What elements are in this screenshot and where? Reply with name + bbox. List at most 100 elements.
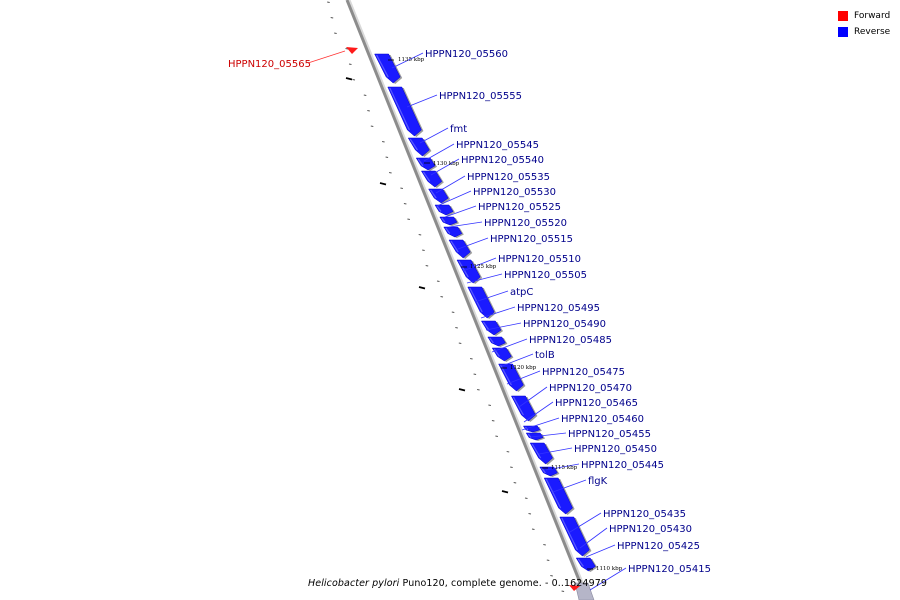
- major-tick: [345, 77, 353, 81]
- gene-connector: [480, 306, 516, 319]
- minor-tick: [407, 218, 410, 220]
- minor-tick: [550, 575, 553, 577]
- minor-tick: [561, 590, 565, 592]
- minor-tick: [451, 311, 455, 313]
- gene-block: [387, 86, 422, 137]
- scale-label: 1135 kbp: [398, 57, 425, 63]
- gene-label: HPPN120_05530: [473, 187, 556, 198]
- genome-caption: Helicobacter pylori Puno120, complete ge…: [308, 578, 607, 589]
- gene-block-highlight: [450, 240, 459, 253]
- gene-block: [539, 466, 558, 477]
- gene-label: HPPN120_05455: [568, 429, 651, 440]
- backbone-shadow: [347, 0, 591, 600]
- minor-tick: [543, 544, 546, 546]
- gene-connector: [518, 386, 548, 408]
- gene-block-highlight: [422, 171, 431, 182]
- gene-connector: [444, 205, 477, 218]
- gene-label: HPPN120_05495: [517, 303, 600, 314]
- minor-tick: [425, 265, 429, 267]
- gene-block-highlight: [436, 205, 442, 212]
- gene-label: HPPN120_05460: [561, 414, 644, 425]
- gene-block-highlight: [561, 517, 578, 551]
- gene-label: HPPN120_05415: [628, 564, 711, 575]
- gene-block: [439, 216, 458, 226]
- gene-block-highlight: [545, 478, 562, 509]
- gene-connector: [423, 143, 455, 162]
- minor-tick: [385, 156, 389, 158]
- minor-tick: [436, 280, 440, 282]
- minor-tick: [403, 203, 407, 205]
- gene-label: tolB: [535, 350, 555, 361]
- gene-block-highlight: [430, 189, 437, 199]
- legend: Forward Reverse: [838, 8, 890, 40]
- gene-connector: [406, 94, 438, 108]
- gene-block-highlight: [441, 217, 446, 223]
- gene-label: HPPN120_05525: [478, 202, 561, 213]
- minor-tick: [455, 327, 458, 329]
- gene-block: [510, 395, 536, 422]
- gene-label: HPPN120_05435: [603, 509, 686, 520]
- gene-connector: [466, 273, 503, 284]
- minor-tick: [528, 513, 532, 515]
- minor-tick: [473, 373, 477, 375]
- gene-block-highlight: [409, 138, 418, 151]
- minor-tick: [334, 32, 337, 34]
- minor-tick: [524, 497, 528, 499]
- minor-tick: [477, 389, 480, 391]
- gene-block-highlight: [489, 337, 494, 344]
- gene-block-highlight: [512, 396, 524, 416]
- gene-label: HPPN120_05450: [574, 444, 657, 455]
- gene-label: fmt: [450, 124, 467, 135]
- gene-connector: [430, 158, 460, 176]
- gene-label: HPPN120_05510: [498, 254, 581, 265]
- gene-block-highlight: [527, 433, 532, 438]
- gene-label: HPPN120_05475: [542, 367, 625, 378]
- gene-block: [434, 204, 454, 216]
- minor-tick: [345, 48, 349, 50]
- minor-tick: [363, 94, 367, 96]
- minor-tick: [531, 528, 535, 530]
- gene-label: HPPN120_05535: [467, 172, 550, 183]
- gene-block-highlight: [482, 321, 490, 331]
- gene-connector: [506, 370, 541, 385]
- gene-block-highlight: [493, 348, 500, 357]
- gene-connector: [474, 290, 509, 303]
- gene-block: [448, 239, 471, 259]
- gene-block-highlight: [577, 558, 584, 567]
- minor-tick: [370, 125, 374, 127]
- gene-connector: [545, 463, 580, 471]
- gene-connector: [462, 257, 497, 272]
- forward-swatch: [838, 10, 848, 21]
- minor-tick: [470, 358, 473, 360]
- forward-gene-marker: [346, 47, 358, 54]
- reverse-swatch: [838, 26, 848, 37]
- gene-connector: [435, 175, 466, 194]
- gene-block-highlight: [389, 87, 410, 131]
- minor-tick: [440, 296, 444, 298]
- gene-connector: [521, 417, 560, 431]
- minor-tick: [330, 17, 334, 19]
- gene-label: HPPN120_05490: [523, 319, 606, 330]
- major-tick: [458, 388, 466, 392]
- gene-connector: [436, 190, 472, 207]
- gene-connector: [307, 50, 346, 64]
- gene-block: [480, 320, 502, 336]
- gene-block-highlight: [541, 467, 546, 474]
- gene-label: HPPN120_05470: [549, 383, 632, 394]
- gene-connector: [419, 127, 449, 144]
- gene-label: HPPN120_05555: [439, 91, 522, 102]
- gene-label: HPPN120_05430: [609, 524, 692, 535]
- gene-connector: [523, 401, 554, 423]
- gene-label: HPPN120_05465: [555, 398, 638, 409]
- minor-tick: [495, 435, 498, 437]
- gene-connector: [538, 447, 573, 455]
- gene-connector: [457, 237, 489, 250]
- minor-tick: [367, 110, 370, 112]
- gene-block-highlight: [458, 260, 469, 278]
- forward-gene-marker-bottom: [569, 585, 580, 591]
- minor-tick: [506, 451, 510, 453]
- gene-label: atpC: [510, 287, 533, 298]
- gene-label: HPPN120_05560: [425, 49, 508, 60]
- minor-tick: [488, 404, 491, 406]
